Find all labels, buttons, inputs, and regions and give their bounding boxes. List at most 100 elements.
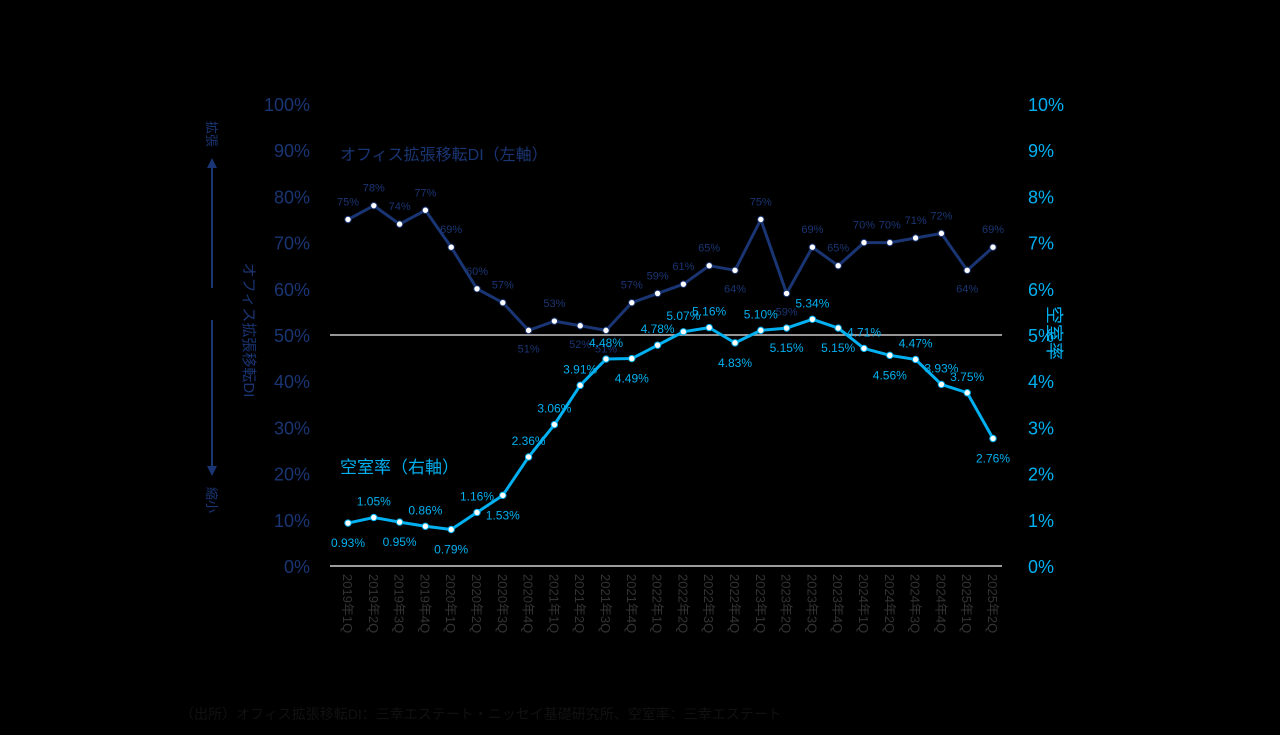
- x-tick-label: 2022年1Q: [650, 574, 665, 633]
- di-data-label: 69%: [440, 224, 462, 236]
- di-data-label: 59%: [776, 306, 798, 318]
- x-tick-label: 2024年4Q: [933, 574, 948, 633]
- right-tick-label: 9%: [1028, 141, 1054, 161]
- vacancy-point: [679, 328, 688, 336]
- left-tick-label: 50%: [274, 326, 310, 346]
- di-point: [628, 298, 636, 307]
- right-tick-label: 8%: [1028, 187, 1054, 207]
- vacancy-data-label: 2.36%: [512, 434, 546, 448]
- vacancy-data-label: 4.71%: [847, 325, 881, 339]
- di-point: [576, 322, 584, 330]
- right-tick-label: 2%: [1028, 465, 1054, 485]
- vacancy-data-label: 0.79%: [434, 543, 468, 557]
- vacancy-point: [421, 522, 430, 530]
- di-data-label: 51%: [595, 343, 617, 355]
- vacancy-data-label: 1.05%: [357, 494, 391, 508]
- di-data-label: 60%: [466, 266, 488, 278]
- left-tick-label: 10%: [274, 511, 310, 531]
- vacancy-data-label: 3.93%: [924, 361, 958, 375]
- vacancy-point: [705, 323, 713, 332]
- series-group: [344, 201, 997, 534]
- di-point: [886, 238, 894, 247]
- di-data-label: 72%: [930, 210, 952, 222]
- di-point: [808, 243, 817, 251]
- di-point: [602, 326, 610, 335]
- vacancy-point: [782, 324, 791, 332]
- x-tick-label: 2022年4Q: [727, 574, 742, 633]
- vacancy-point: [834, 324, 842, 332]
- di-point: [524, 326, 533, 335]
- vacancy-data-label: 5.10%: [744, 307, 778, 321]
- di-data-label: 69%: [982, 224, 1004, 236]
- x-tick-label: 2020年3Q: [495, 574, 510, 633]
- di-data-label: 71%: [905, 215, 927, 227]
- x-tick-label: 2019年4Q: [417, 574, 432, 633]
- di-data-label: 78%: [363, 183, 385, 195]
- x-tick-label: 2020年1Q: [443, 574, 458, 633]
- right-tick-label: 7%: [1028, 234, 1054, 254]
- di-point: [344, 215, 352, 224]
- di-data-label: 77%: [414, 187, 436, 199]
- vacancy-point: [757, 326, 765, 335]
- di-series-legend: オフィス拡張移転DI（左軸）: [340, 146, 548, 164]
- x-tick-label: 2024年1Q: [856, 574, 871, 633]
- vacancy-point: [937, 380, 946, 389]
- vacancy-data-label: 5.15%: [821, 341, 855, 355]
- vacancy-data-label: 0.93%: [331, 536, 365, 550]
- di-data-label: 74%: [389, 201, 411, 213]
- left-tick-label: 20%: [274, 465, 310, 485]
- left-tick-label: 0%: [284, 557, 310, 577]
- x-tick-label: 2020年4Q: [521, 574, 536, 633]
- di-point: [395, 220, 404, 228]
- di-point: [757, 215, 765, 224]
- di-point: [550, 317, 559, 325]
- di-data-label: 57%: [621, 280, 643, 292]
- expansion-label: 拡張: [204, 121, 219, 147]
- di-point: [782, 289, 791, 298]
- vacancy-data-label: 3.06%: [537, 402, 571, 416]
- right-tick-label: 0%: [1028, 557, 1054, 577]
- left-tick-label: 30%: [274, 418, 310, 438]
- vacancy-point: [653, 341, 662, 349]
- x-tick-label: 2019年3Q: [392, 574, 407, 633]
- vacancy-data-label: 5.07%: [666, 309, 700, 323]
- left-tick-label: 100%: [264, 95, 310, 115]
- di-data-label: 61%: [672, 261, 694, 273]
- vacancy-data-label: 3.75%: [950, 370, 984, 384]
- left-tick-label: 60%: [274, 280, 310, 300]
- x-tick-label: 2023年2Q: [779, 574, 794, 633]
- vacancy-point: [344, 519, 352, 527]
- contraction-arrow-head: [207, 466, 217, 476]
- x-tick-label: 2022年3Q: [701, 574, 716, 633]
- vacancy-point: [395, 518, 404, 526]
- x-tick-label: 2021年2Q: [572, 574, 587, 633]
- annotations-group: オフィス拡張移転DI（左軸） 空室率（右軸） オフィス拡張移転DI 空室率 拡張…: [180, 121, 1064, 722]
- x-tick-label: 2023年3Q: [804, 574, 819, 633]
- right-tick-label: 10%: [1028, 95, 1064, 115]
- vacancy-point: [963, 389, 971, 397]
- di-data-label: 64%: [724, 283, 746, 295]
- vacancy-point: [860, 344, 868, 353]
- vacancy-point: [808, 315, 817, 323]
- di-point: [989, 243, 997, 251]
- vacancy-point: [447, 525, 455, 534]
- vacancy-point: [886, 351, 894, 360]
- left-axis-title: オフィス拡張移転DI: [240, 263, 257, 398]
- di-data-label: 75%: [337, 197, 359, 209]
- vacancy-point: [550, 420, 559, 429]
- x-tick-label: 2019年1Q: [340, 574, 355, 633]
- di-point: [860, 238, 868, 247]
- source-note: （出所）オフィス拡張移転DI：三幸エステート・ニッセイ基礎研究所、空室率：三幸エ…: [180, 706, 782, 722]
- right-tick-label: 3%: [1028, 418, 1054, 438]
- di-point: [834, 262, 842, 270]
- di-point: [731, 266, 739, 275]
- contraction-label: 縮小: [204, 487, 219, 513]
- di-data-label: 70%: [879, 220, 901, 232]
- di-point: [499, 298, 507, 307]
- vacancy-data-label: 2.76%: [976, 451, 1010, 465]
- x-tick-label: 2022年2Q: [675, 574, 690, 633]
- left-tick-label: 40%: [274, 372, 310, 392]
- vacancy-point: [524, 453, 533, 461]
- vacancy-data-label: 4.48%: [589, 336, 623, 350]
